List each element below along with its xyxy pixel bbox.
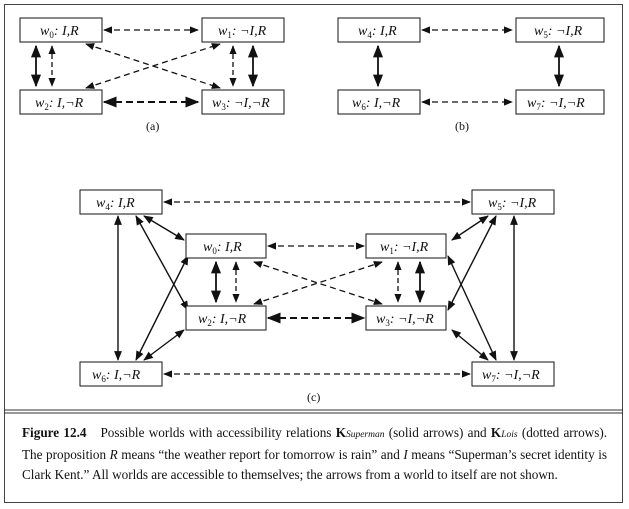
world-box-w7-c — [471, 361, 555, 387]
figure-frame — [4, 4, 623, 503]
solid-arrow-w4-w0 — [143, 215, 185, 241]
world-label-w5: w5: ¬I,R — [534, 24, 583, 40]
caption-text-4: means “the weather report for tomorrow i… — [117, 447, 404, 462]
figure-caption: Figure 12.4 Possible worlds with accessib… — [22, 423, 607, 485]
world-box-w6 — [337, 89, 421, 115]
world-box-w4 — [337, 17, 421, 43]
world-label-w1: w1: ¬I,R — [218, 24, 267, 40]
k-superman-symbol: K — [335, 425, 346, 440]
panel-b — [337, 17, 605, 115]
solid-arrow-w7-w3 — [451, 329, 489, 361]
solid-arrow-w6-w2 — [143, 329, 185, 361]
world-label-w0-c: w0: I,R — [203, 240, 242, 256]
i-variable: I — [403, 447, 408, 462]
world-box-w0 — [19, 17, 103, 43]
world-box-w2-c — [185, 305, 267, 331]
dotted-arrow-w2-w1-c — [253, 261, 383, 305]
k-lois-subscript: Lois — [501, 430, 518, 440]
panel-label-a: (a) — [146, 119, 159, 133]
world-label-w3-c: w3: ¬I,¬R — [376, 312, 434, 328]
world-label-w4: w4: I,R — [358, 24, 397, 40]
world-label-w5-c: w5: ¬I,R — [488, 196, 537, 212]
world-box-w2 — [19, 89, 103, 115]
r-variable: R — [109, 447, 118, 462]
figure-label: Figure 12.4 — [22, 425, 87, 440]
solid-arrow-w5-w1 — [451, 215, 489, 241]
solid-arrow-w4-w2 — [135, 215, 189, 311]
solid-arrow-w6-w0 — [135, 255, 189, 361]
k-superman-subscript: Superman — [345, 430, 385, 440]
solid-arrow-w7-w1 — [447, 255, 497, 361]
panel-c — [79, 189, 555, 387]
caption-text-1: Possible worlds with accessibility relat… — [100, 425, 336, 440]
world-label-w0: w0: I,R — [40, 24, 79, 40]
possible-worlds-diagram: w0: I,R w1: ¬I,R w2: I,¬R w3: ¬I,¬R (a) … — [4, 17, 623, 414]
world-box-w3 — [201, 89, 285, 115]
world-label-w3: w3: ¬I,¬R — [212, 96, 270, 112]
world-box-w5-c — [471, 189, 555, 215]
world-box-w3-c — [365, 305, 447, 331]
panel-label-b: (b) — [455, 119, 469, 133]
world-label-w6-c: w6: I,¬R — [92, 368, 141, 384]
caption-text-2: (solid arrows) and — [384, 425, 491, 440]
world-box-w4-c — [79, 189, 163, 215]
world-label-w2: w2: I,¬R — [35, 96, 84, 112]
world-box-w5 — [515, 17, 605, 43]
world-label-w4-c: w4: I,R — [96, 196, 135, 212]
world-box-w1 — [201, 17, 285, 43]
world-label-w2-c: w2: I,¬R — [198, 312, 247, 328]
world-box-w6-c — [79, 361, 163, 387]
world-label-w7: w7: ¬I,¬R — [527, 96, 585, 112]
dotted-arrow-w2-w1 — [85, 43, 221, 89]
world-box-w0-c — [185, 233, 267, 259]
world-label-w7-c: w7: ¬I,¬R — [482, 368, 540, 384]
caption-text-5: means “Superman’s secret identity is Cla… — [22, 447, 607, 482]
world-label-w1-c: w1: ¬I,R — [380, 240, 429, 256]
panel-label-c: (c) — [307, 390, 320, 404]
panel-a — [19, 17, 285, 115]
solid-arrow-w5-w3 — [447, 215, 497, 311]
world-box-w7 — [515, 89, 605, 115]
world-box-w1-c — [365, 233, 447, 259]
k-lois-symbol: K — [490, 425, 502, 440]
world-label-w6: w6: I,¬R — [352, 96, 401, 112]
caption-text-3: (dotted arrows). The proposition — [22, 425, 608, 462]
